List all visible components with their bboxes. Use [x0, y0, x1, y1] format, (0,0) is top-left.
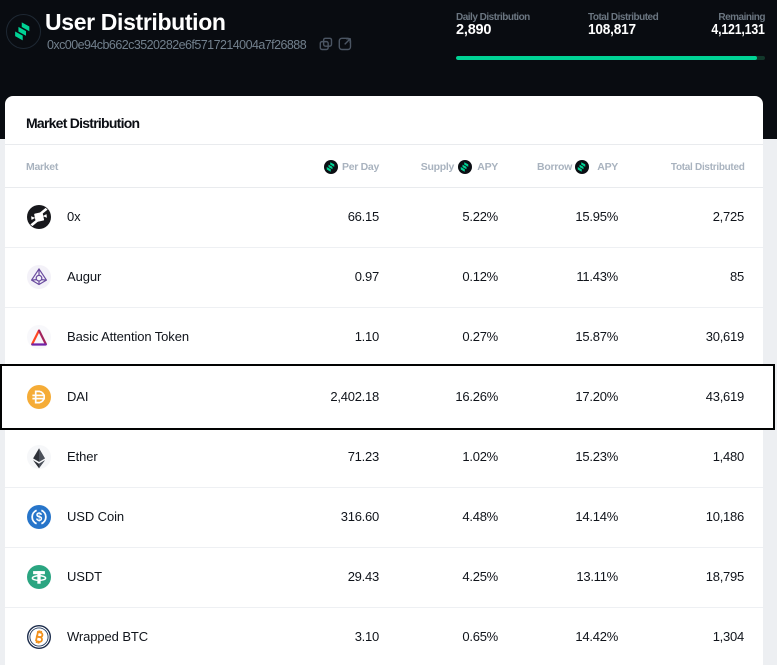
svg-text:$: $: [36, 512, 43, 524]
